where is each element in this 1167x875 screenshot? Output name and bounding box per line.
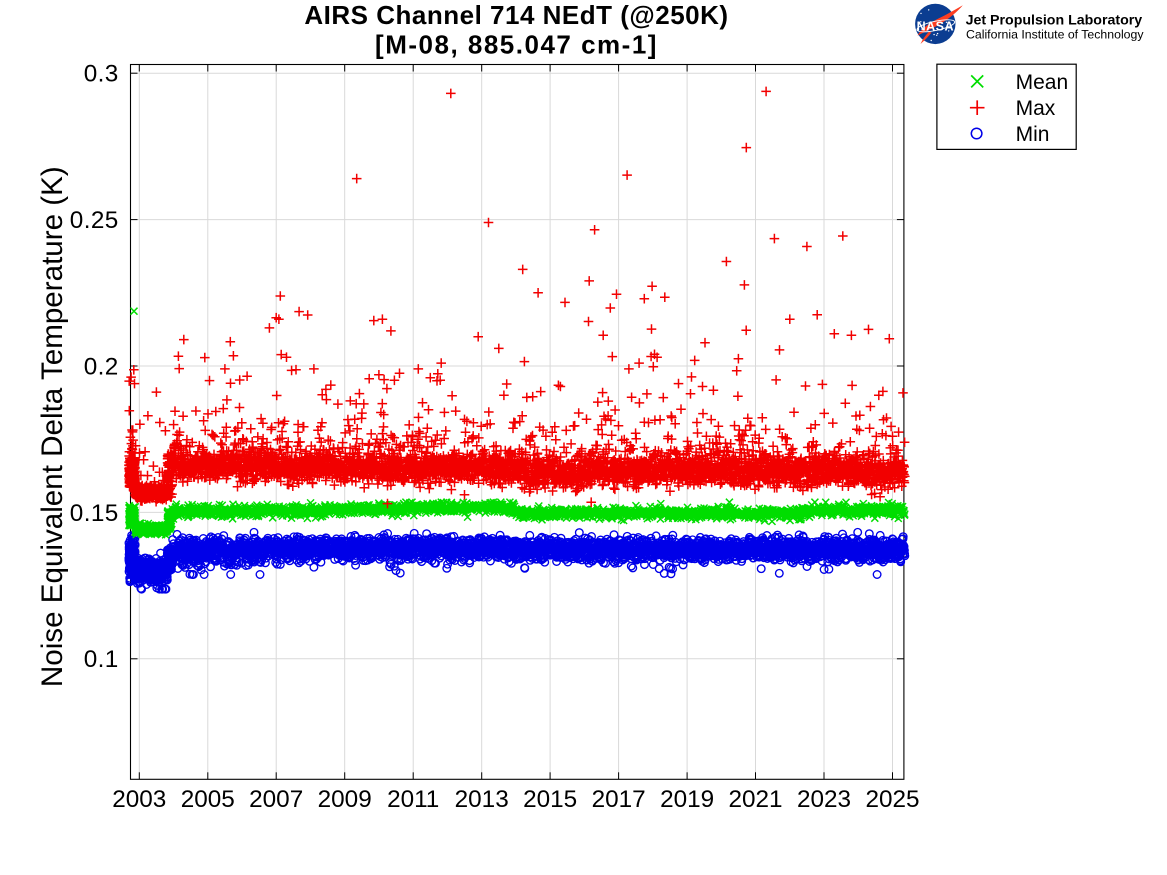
svg-text:AIRS Channel 714 NEdT (@250K): AIRS Channel 714 NEdT (@250K) [304,0,728,30]
svg-text:0.1: 0.1 [84,646,119,673]
svg-text:2009: 2009 [318,786,372,813]
svg-text:2025: 2025 [865,786,919,813]
svg-text:Noise Equivalent Delta Tempera: Noise Equivalent Delta Temperature (K) [36,166,69,687]
svg-text:0.15: 0.15 [70,500,119,527]
svg-text:2007: 2007 [249,786,303,813]
svg-text:Max: Max [1016,97,1056,120]
svg-text:2017: 2017 [592,786,646,813]
svg-text:2023: 2023 [797,786,851,813]
svg-text:2011: 2011 [387,786,439,813]
svg-text:California Institute of Techno: California Institute of Technology [966,28,1144,42]
svg-text:2021: 2021 [728,786,782,813]
svg-text:Min: Min [1016,123,1050,146]
svg-text:NASA: NASA [917,20,954,34]
svg-text:2013: 2013 [455,786,509,813]
svg-text:0.3: 0.3 [84,61,119,88]
svg-text:2003: 2003 [112,786,166,813]
svg-text:Mean: Mean [1016,71,1069,94]
svg-text:2019: 2019 [660,786,714,813]
svg-text:[M-08, 885.047 cm-1]: [M-08, 885.047 cm-1] [375,30,658,60]
svg-text:2015: 2015 [523,786,577,813]
svg-text:2005: 2005 [181,786,235,813]
svg-text:0.25: 0.25 [70,207,119,234]
svg-text:0.2: 0.2 [84,353,119,380]
svg-text:Jet Propulsion Laboratory: Jet Propulsion Laboratory [966,13,1143,29]
